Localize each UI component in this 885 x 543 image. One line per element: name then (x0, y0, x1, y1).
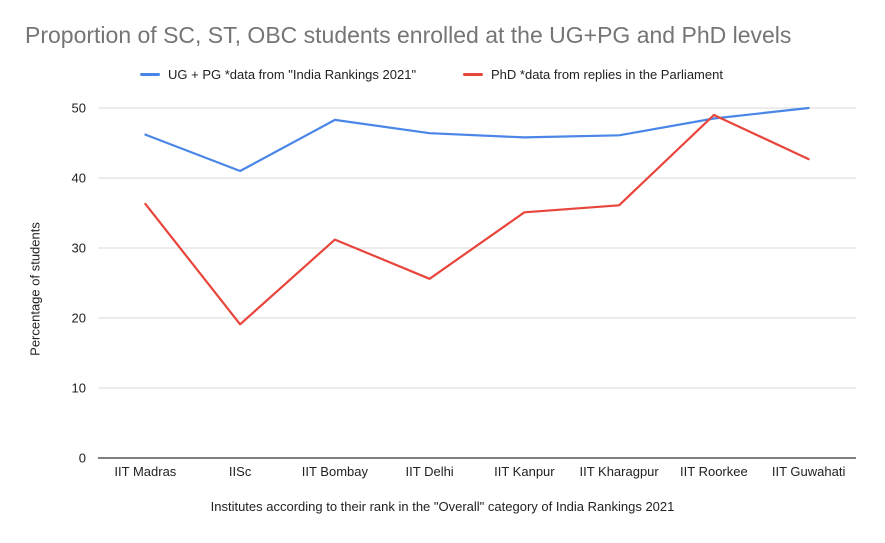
x-tick-label: IIT Delhi (406, 464, 454, 479)
y-axis-label: Percentage of students (27, 222, 43, 356)
legend-label-ug-pg: UG + PG *data from "India Rankings 2021" (168, 67, 417, 82)
legend-item-ug-pg: UG + PG *data from "India Rankings 2021" (140, 67, 416, 82)
legend-label-phd: PhD *data from replies in the Parliament (491, 67, 723, 82)
series-line-phd (144, 113, 810, 326)
x-tick-label: IIT Bombay (302, 464, 369, 479)
x-tick-labels: IIT Madras IISc IIT Bombay IIT Delhi IIT Kan… (114, 464, 845, 479)
x-tick-label: IISc (229, 464, 252, 479)
x-tick-label: IIT Kharagpur (579, 464, 659, 479)
x-tick-label: IIT Guwahati (772, 464, 846, 479)
legend-swatch-ug-pg (140, 73, 160, 76)
x-tick-label: IIT Kanpur (494, 464, 555, 479)
y-tick-label: 20 (72, 311, 86, 326)
legend-item-phd: PhD *data from replies in the Parliament (463, 67, 723, 82)
x-tick-label: IIT Roorkee (680, 464, 748, 479)
series-lines (144, 106, 810, 326)
y-tick-label: 50 (72, 101, 86, 116)
x-axis-label: Institutes according to their rank in th… (210, 499, 675, 514)
legend-swatch-phd (463, 73, 483, 76)
y-tick-labels: 0 10 20 30 40 50 (72, 101, 86, 466)
gridlines (98, 107, 856, 459)
y-tick-label: 10 (72, 381, 86, 396)
y-tick-label: 0 (79, 451, 86, 466)
y-tick-label: 30 (72, 241, 86, 256)
chart-title: Proportion of SC, ST, OBC students enrol… (25, 22, 792, 48)
y-tick-label: 40 (72, 171, 86, 186)
series-line-ug-pg (144, 106, 810, 173)
x-tick-label: IIT Madras (114, 464, 176, 479)
